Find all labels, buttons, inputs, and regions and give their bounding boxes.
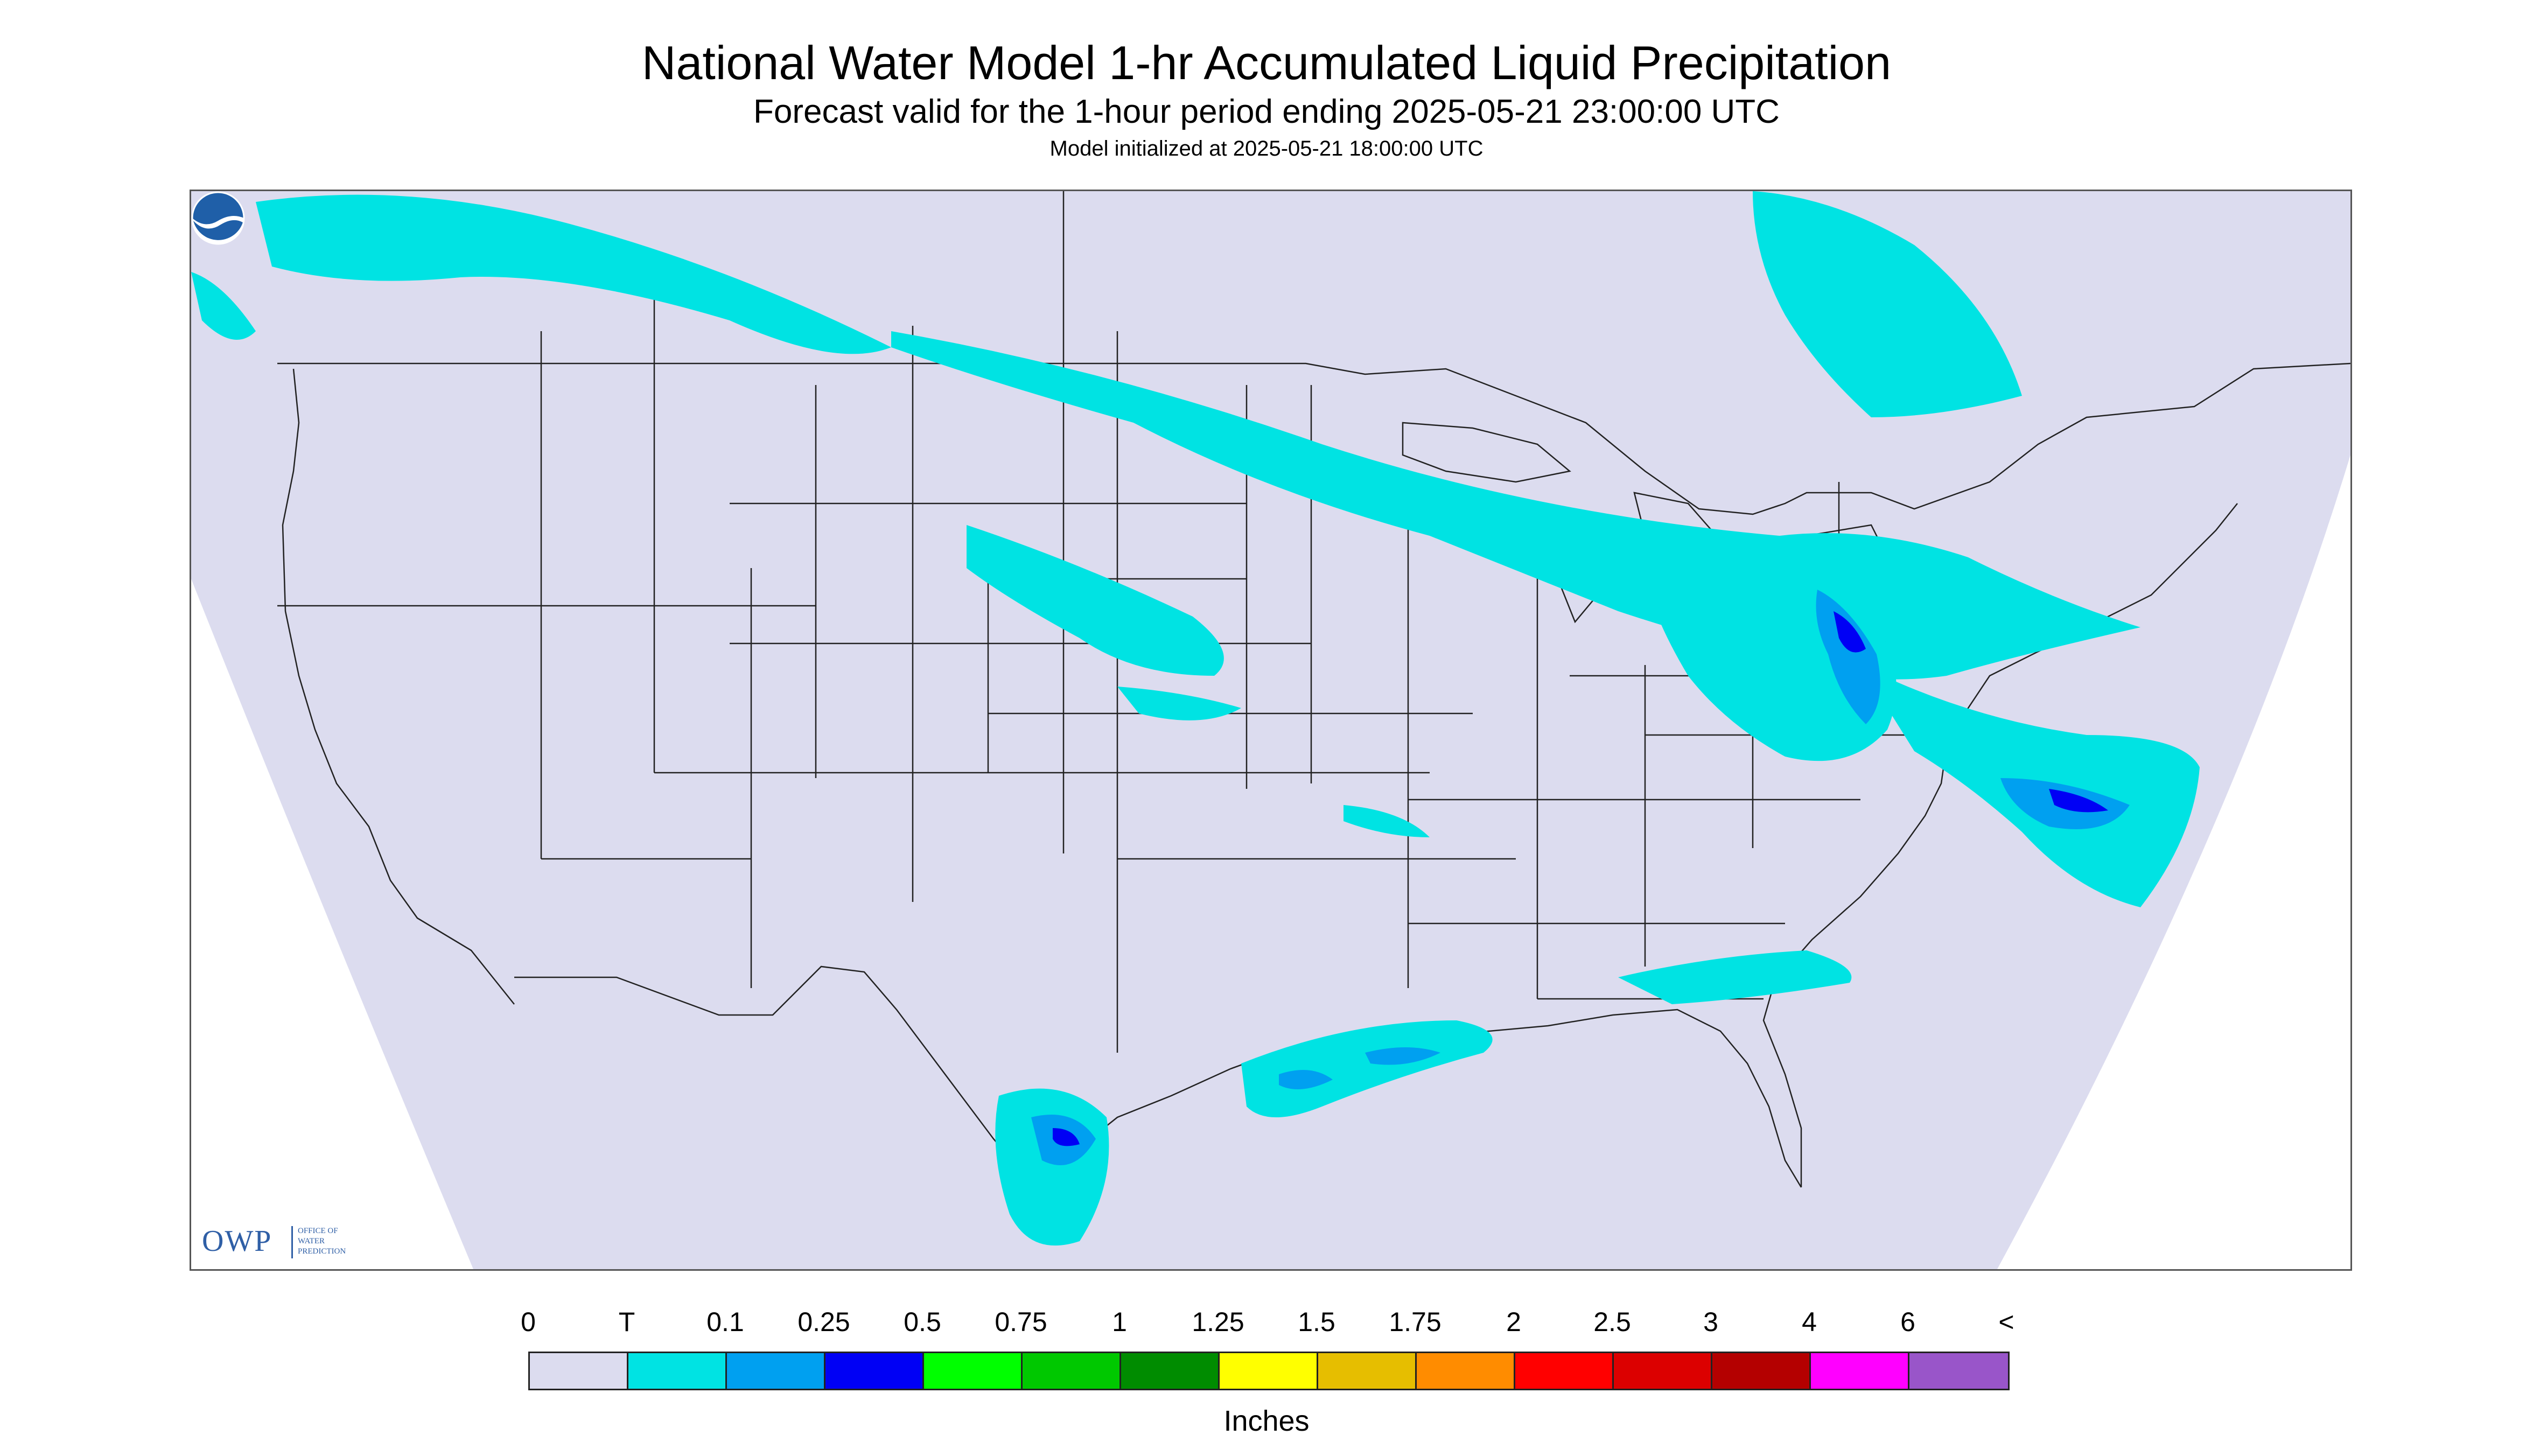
legend-swatch bbox=[1811, 1353, 1909, 1389]
legend-tick-label: T bbox=[618, 1307, 635, 1337]
legend-swatch bbox=[1614, 1353, 1712, 1389]
legend-swatch bbox=[924, 1353, 1023, 1389]
legend-tick-label: 0.25 bbox=[797, 1307, 850, 1337]
precip-trace-areas bbox=[191, 191, 2200, 1246]
legend-swatch bbox=[1712, 1353, 1811, 1389]
legend-tick-label: 1 bbox=[1112, 1307, 1127, 1337]
legend-tick-label: 3 bbox=[1703, 1307, 1718, 1337]
legend-tick-label: 2.5 bbox=[1593, 1307, 1631, 1337]
legend-tick-label: 1.5 bbox=[1298, 1307, 1335, 1337]
map-canvas bbox=[191, 191, 2350, 1269]
precipitation-map: OWP OFFICE OF WATER PREDICTION bbox=[190, 190, 2352, 1271]
legend-swatch bbox=[825, 1353, 924, 1389]
forecast-valid-subtitle: Forecast valid for the 1-hour period end… bbox=[753, 93, 1780, 130]
legend-tick-label: 2 bbox=[1506, 1307, 1521, 1337]
legend-swatch bbox=[1121, 1353, 1220, 1389]
legend-tick-label: 0 bbox=[521, 1307, 536, 1337]
precip-0.25-areas bbox=[1053, 611, 2108, 1146]
legend-swatch bbox=[727, 1353, 825, 1389]
legend-tick-label: 0.1 bbox=[706, 1307, 744, 1337]
owp-office-text: OFFICE OF WATER PREDICTION bbox=[298, 1227, 346, 1256]
legend-swatch bbox=[1318, 1353, 1417, 1389]
legend-tick-label: 1.25 bbox=[1192, 1307, 1244, 1337]
legend-swatch bbox=[530, 1353, 628, 1389]
owp-divider bbox=[291, 1226, 293, 1258]
legend-swatch bbox=[1220, 1353, 1318, 1389]
noaa-logo-icon bbox=[191, 191, 245, 245]
legend-tick-label: 4 bbox=[1802, 1307, 1817, 1337]
legend-tick-label: 1.75 bbox=[1389, 1307, 1442, 1337]
map-title: National Water Model 1-hr Accumulated Li… bbox=[641, 36, 1892, 89]
legend-swatch bbox=[1023, 1353, 1121, 1389]
model-domain bbox=[191, 191, 2350, 1269]
legend-tick-label: 0.5 bbox=[904, 1307, 941, 1337]
legend-swatch bbox=[1515, 1353, 1614, 1389]
legend-swatch bbox=[1909, 1353, 2008, 1389]
legend-tick-label: 6 bbox=[1900, 1307, 1915, 1337]
owp-mark: OWP bbox=[202, 1224, 272, 1258]
legend-colorbar bbox=[528, 1352, 2010, 1390]
legend-swatch bbox=[628, 1353, 727, 1389]
owp-logo: OWP OFFICE OF WATER PREDICTION bbox=[202, 1224, 380, 1262]
model-init-line: Model initialized at 2025-05-21 18:00:00… bbox=[1049, 137, 1484, 160]
legend-tick-label: 0.75 bbox=[995, 1307, 1047, 1337]
legend-tick-label: < bbox=[1998, 1307, 2014, 1337]
legend-swatch bbox=[1417, 1353, 1515, 1389]
legend-units-label: Inches bbox=[1223, 1405, 1310, 1437]
